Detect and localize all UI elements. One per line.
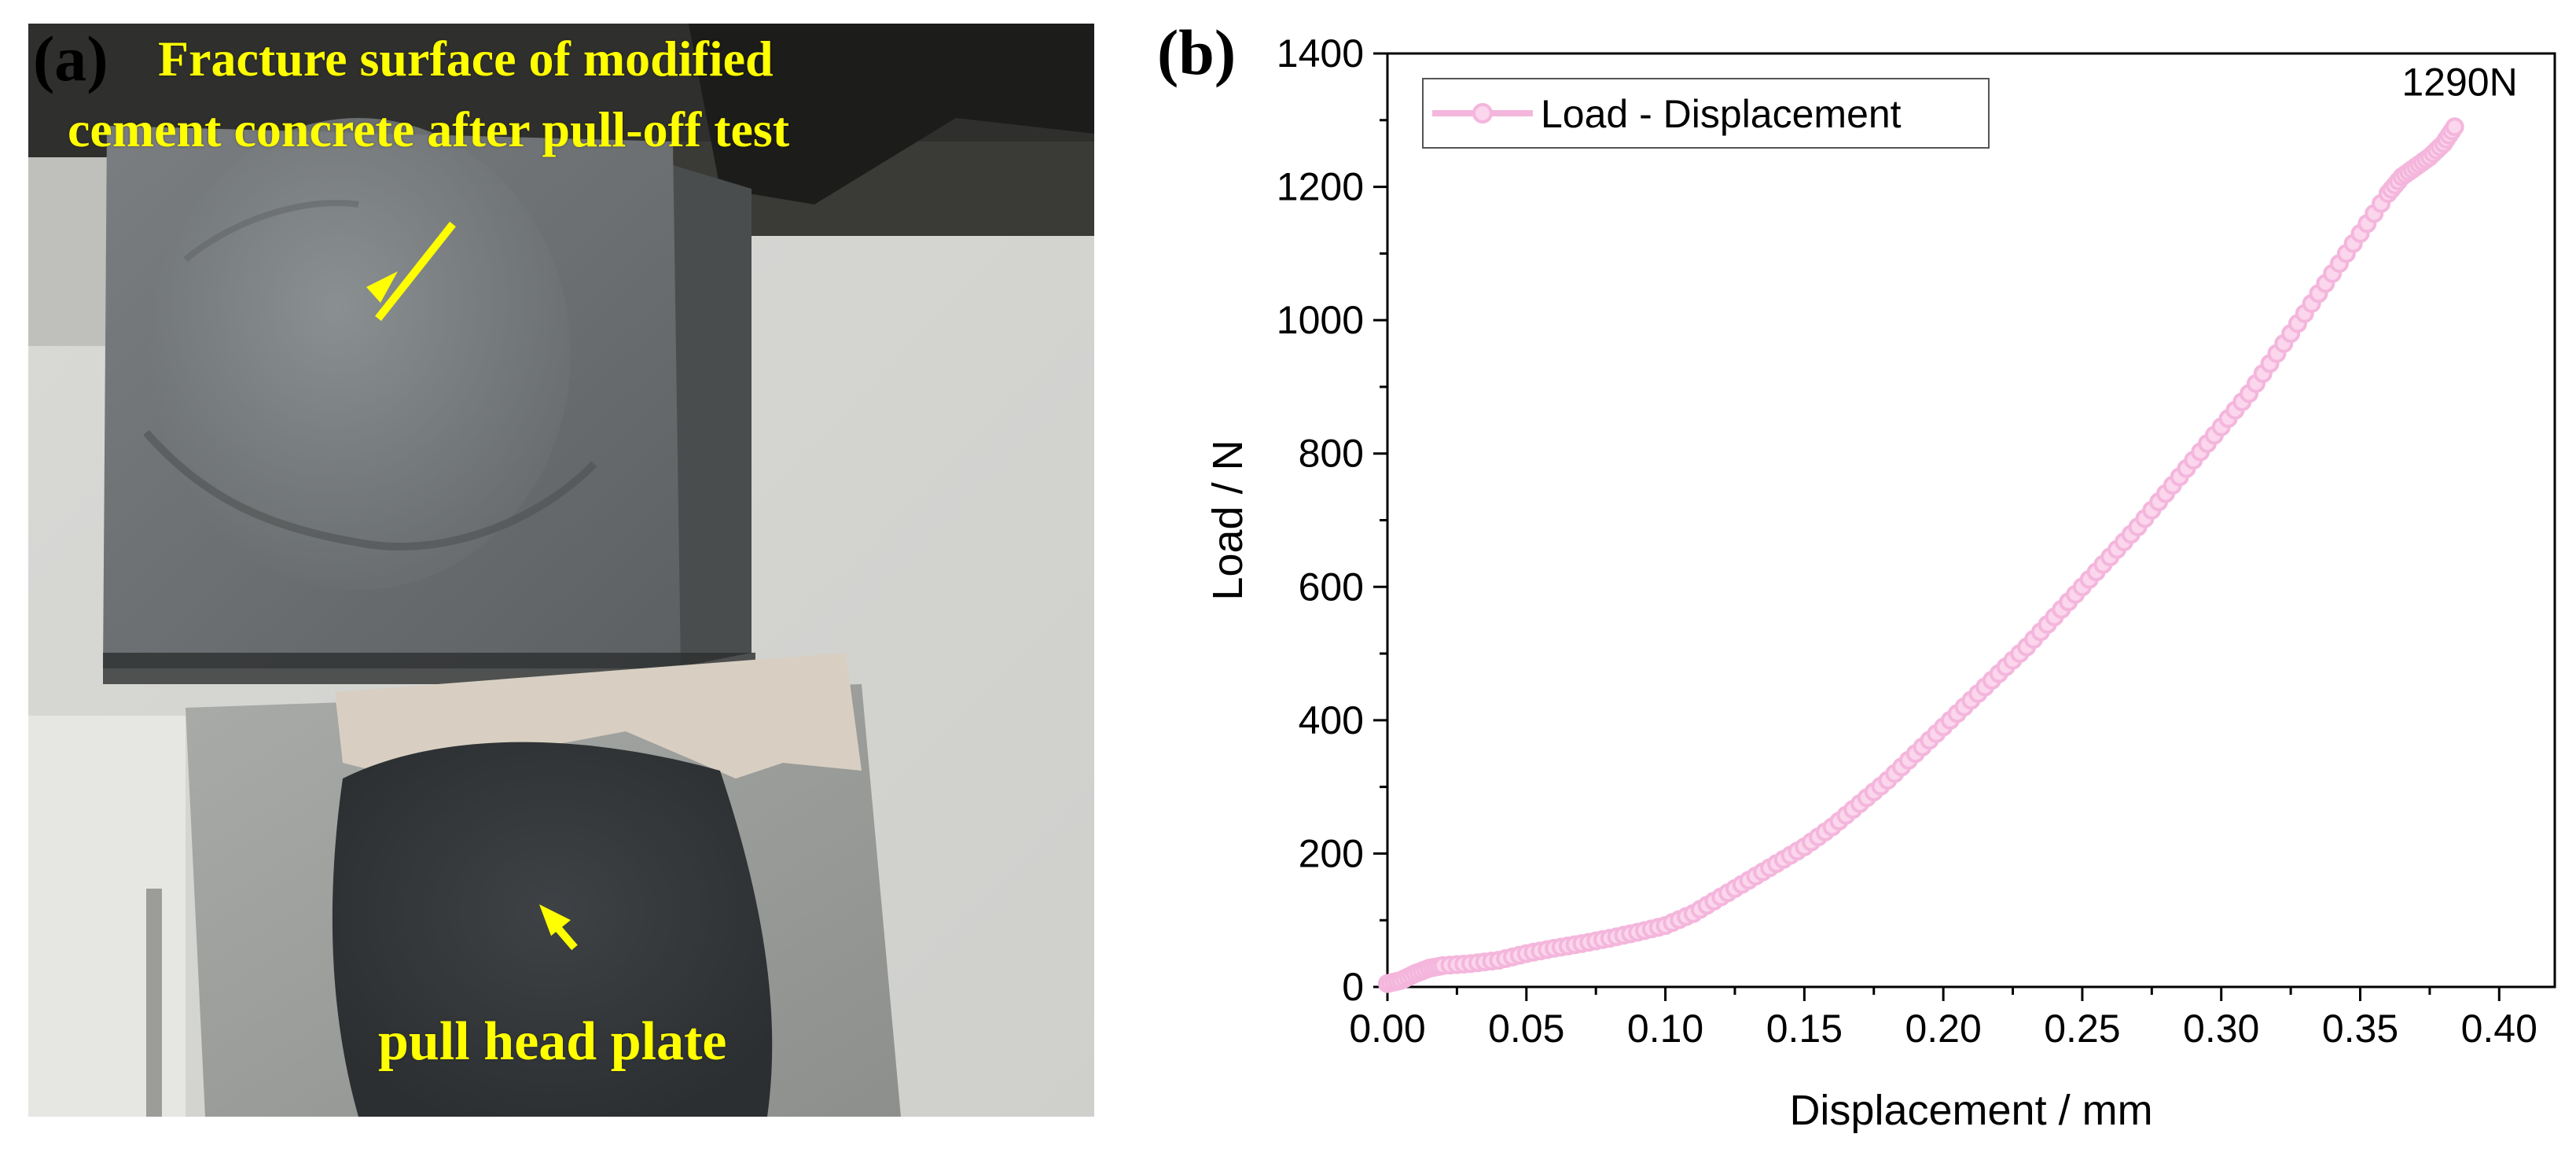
y-tick-label: 400: [1299, 698, 1364, 742]
photo-caption-bottom: pull head plate: [378, 1011, 727, 1072]
x-tick-label: 0.30: [2183, 1007, 2259, 1051]
fracture-photo: [28, 24, 1094, 1117]
photo-caption-line2: cement concrete after pull-off test: [68, 101, 790, 157]
x-tick-label: 0.35: [2322, 1007, 2398, 1051]
panel-b-letter: (b): [1157, 17, 1237, 88]
x-tick-label: 0.20: [1905, 1007, 1981, 1051]
y-tick-label: 1400: [1277, 31, 1364, 75]
x-tick-label: 0.40: [2461, 1007, 2537, 1051]
y-tick-label: 800: [1299, 432, 1364, 476]
plot-layer: 0.00 0.05 0.10 0.15 0.20 0.25 0.30 0.35 0.40 0 200…: [1204, 31, 2556, 1134]
x-axis-label: Displacement / mm: [1789, 1087, 2152, 1134]
series-line: [1387, 125, 2458, 987]
x-tick-label: 0.05: [1488, 1007, 1564, 1051]
y-tick-label: 200: [1299, 831, 1364, 875]
panel-a-letter: (a): [33, 23, 108, 94]
legend-label: Load - Displacement: [1541, 92, 1902, 136]
y-tick-label: 0: [1342, 965, 1364, 1009]
x-tick-label: 0.15: [1766, 1007, 1843, 1051]
peak-load-label: 1290N: [2401, 60, 2517, 104]
x-tick-label: 0.25: [2044, 1007, 2120, 1051]
legend-marker: [1472, 103, 1493, 123]
data-point-marker: [2445, 117, 2464, 137]
x-tick-label: 0.10: [1627, 1007, 1703, 1051]
y-axis-label: Load / N: [1204, 440, 1251, 600]
photo-panel: Fracture surface of modified cement conc…: [28, 24, 1094, 1117]
y-tick-label: 600: [1299, 565, 1364, 609]
photo-caption-line1: Fracture surface of modified: [158, 31, 774, 87]
y-tick-label: 1200: [1277, 165, 1364, 209]
x-tick-label: 0.00: [1349, 1007, 1425, 1051]
y-tick-label: 1000: [1277, 298, 1364, 342]
